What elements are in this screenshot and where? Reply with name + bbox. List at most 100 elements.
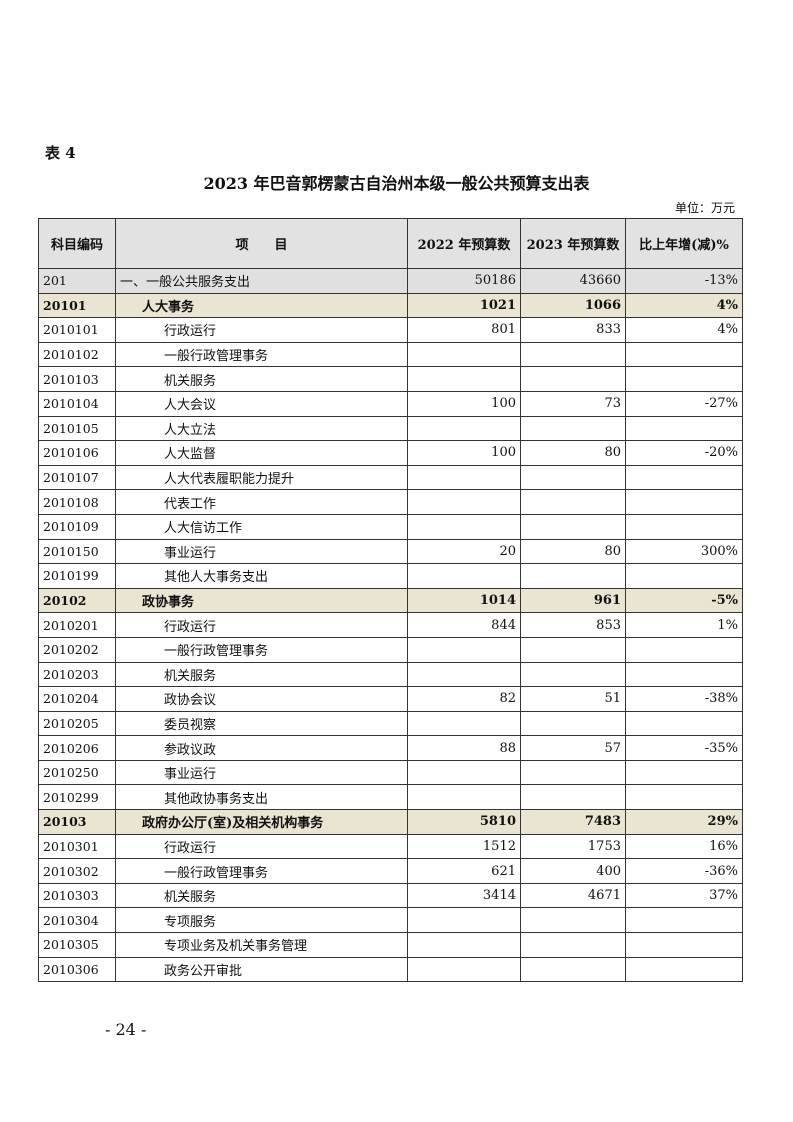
cell-2023	[520, 341, 626, 368]
cell-code: 2010305	[38, 932, 116, 958]
table-row: 2010205 委员视察	[38, 710, 743, 737]
table-label: 表 4	[45, 144, 76, 162]
table-row: 2010199 其他人大事务支出	[38, 563, 743, 589]
table-row: 2010206 参政议政 88 57 -35%	[38, 735, 743, 761]
cell-change: 16%	[625, 833, 743, 860]
cell-change: -20%	[625, 440, 743, 466]
cell-2023	[520, 366, 626, 392]
cell-item: 行政运行	[115, 833, 408, 860]
table-row: 201 一、一般公共服务支出 50186 43660 -13%	[38, 268, 743, 294]
cell-2023: 4671	[520, 882, 626, 909]
cell-code: 2010107	[38, 464, 116, 491]
cell-change: 29%	[625, 809, 743, 835]
cell-2022	[407, 636, 521, 663]
cell-code: 2010103	[38, 366, 116, 392]
cell-code: 2010101	[38, 317, 116, 343]
cell-2023: 43660	[520, 268, 626, 294]
table-row: 2010203 机关服务	[38, 661, 743, 688]
cell-2023	[520, 513, 626, 540]
cell-change	[625, 563, 743, 589]
cell-code: 2010304	[38, 907, 116, 934]
cell-item: 委员视察	[115, 710, 408, 737]
cell-change: 4%	[625, 317, 743, 343]
cell-2022	[407, 710, 521, 737]
cell-code: 2010104	[38, 390, 116, 417]
cell-2023	[520, 907, 626, 934]
cell-2023: 57	[520, 735, 626, 761]
cell-change	[625, 784, 743, 811]
cell-2022: 88	[407, 735, 521, 761]
cell-2023	[520, 759, 626, 786]
cell-code: 2010301	[38, 833, 116, 860]
cell-item: 一般行政管理事务	[115, 858, 408, 884]
cell-2022	[407, 907, 521, 934]
cell-code: 2010150	[38, 538, 116, 565]
table-row: 2010104 人大会议 100 73 -27%	[38, 390, 743, 417]
cell-code: 2010199	[38, 563, 116, 589]
cell-2023: 853	[520, 612, 626, 638]
cell-code: 201	[38, 268, 116, 294]
cell-item: 政协会议	[115, 686, 408, 712]
cell-change	[625, 464, 743, 491]
table-row: 20101 人大事务 1021 1066 4%	[38, 292, 743, 319]
cell-2022	[407, 513, 521, 540]
cell-change: -36%	[625, 858, 743, 884]
cell-item: 人大会议	[115, 390, 408, 417]
cell-change: 4%	[625, 292, 743, 319]
cell-item: 代表工作	[115, 489, 408, 515]
cell-change: 1%	[625, 612, 743, 638]
table-row: 2010150 事业运行 20 80 300%	[38, 538, 743, 565]
cell-item: 参政议政	[115, 735, 408, 761]
cell-2022	[407, 956, 521, 983]
cell-2022: 100	[407, 440, 521, 466]
cell-code: 2010105	[38, 415, 116, 442]
cell-2023: 961	[520, 587, 626, 614]
cell-change	[625, 661, 743, 688]
cell-2022: 1512	[407, 833, 521, 860]
cell-item: 机关服务	[115, 882, 408, 909]
cell-2023	[520, 464, 626, 491]
cell-2022: 50186	[407, 268, 521, 294]
cell-code: 2010108	[38, 489, 116, 515]
cell-change: -5%	[625, 587, 743, 614]
cell-2022	[407, 661, 521, 688]
table-row: 2010109 人大信访工作	[38, 513, 743, 540]
cell-item: 其他政协事务支出	[115, 784, 408, 811]
cell-2023	[520, 563, 626, 589]
document-title: 2023 年巴音郭楞蒙古自治州本级一般公共预算支出表	[203, 174, 590, 193]
cell-2022: 100	[407, 390, 521, 417]
cell-change	[625, 956, 743, 983]
table-row: 2010250 事业运行	[38, 759, 743, 786]
cell-2023	[520, 784, 626, 811]
cell-2023	[520, 932, 626, 958]
column-header-item: 项 目	[115, 218, 408, 269]
cell-2022	[407, 784, 521, 811]
cell-code: 2010303	[38, 882, 116, 909]
table-row: 2010306 政务公开审批	[38, 956, 743, 983]
table-row: 2010304 专项服务	[38, 907, 743, 934]
cell-2022	[407, 464, 521, 491]
cell-change	[625, 513, 743, 540]
cell-code: 2010202	[38, 636, 116, 663]
table-row: 2010201 行政运行 844 853 1%	[38, 612, 743, 638]
cell-code: 20102	[38, 587, 116, 614]
table-row: 2010107 人大代表履职能力提升	[38, 464, 743, 491]
cell-2022: 844	[407, 612, 521, 638]
cell-code: 2010201	[38, 612, 116, 638]
cell-2023: 7483	[520, 809, 626, 835]
cell-2023: 400	[520, 858, 626, 884]
budget-table: 科目编码 项 目 2022 年预算数 2023 年预算数 比上年增(减)% 20…	[38, 218, 743, 983]
cell-item: 人大代表履职能力提升	[115, 464, 408, 491]
column-header-2023: 2023 年预算数	[520, 218, 626, 269]
cell-change: 300%	[625, 538, 743, 565]
cell-2023	[520, 661, 626, 688]
table-row: 20103 政府办公厅(室)及相关机构事务 5810 7483 29%	[38, 809, 743, 835]
cell-2023	[520, 710, 626, 737]
cell-item: 人大立法	[115, 415, 408, 442]
cell-2023: 73	[520, 390, 626, 417]
cell-code: 2010250	[38, 759, 116, 786]
cell-2023	[520, 489, 626, 515]
cell-2023: 80	[520, 440, 626, 466]
table-row: 2010302 一般行政管理事务 621 400 -36%	[38, 858, 743, 884]
cell-change: 37%	[625, 882, 743, 909]
